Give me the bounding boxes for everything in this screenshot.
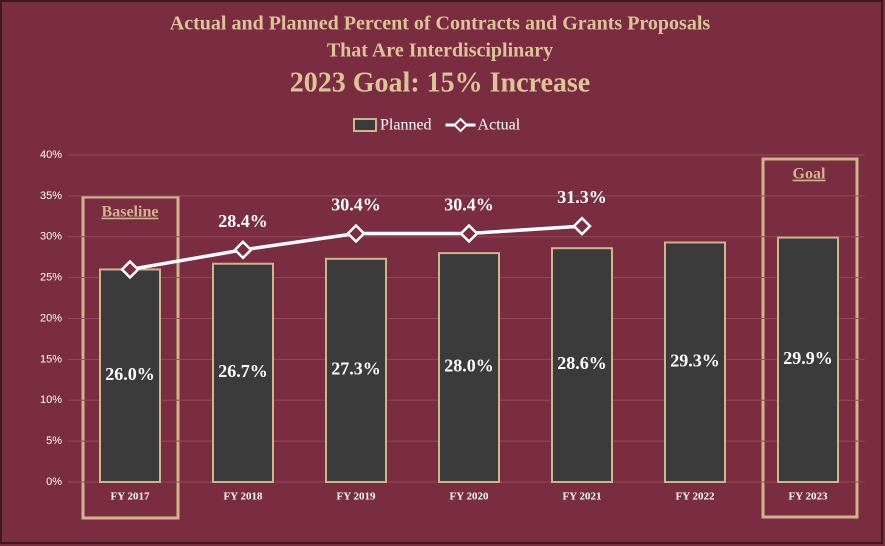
x-tick-label: FY 2021 bbox=[562, 491, 601, 503]
x-tick-label: FY 2020 bbox=[449, 491, 489, 503]
marker bbox=[572, 216, 592, 236]
y-tick-label: 30% bbox=[40, 231, 62, 243]
value-label: 28.6% bbox=[557, 353, 607, 373]
x-tick-label: FY 2018 bbox=[223, 491, 263, 503]
y-tick-label: 15% bbox=[40, 353, 62, 365]
annotation: Goal bbox=[793, 166, 826, 183]
legend-label: Actual bbox=[478, 117, 521, 134]
x-tick-label: FY 2023 bbox=[788, 491, 828, 503]
y-tick-label: 25% bbox=[40, 272, 62, 284]
value-label: 29.9% bbox=[783, 348, 833, 368]
goal-box bbox=[761, 157, 859, 519]
marker bbox=[233, 240, 253, 260]
marker bbox=[346, 223, 366, 244]
x-tick-label: FY 2017 bbox=[110, 491, 150, 503]
value-label: 31.3% bbox=[557, 187, 607, 207]
chart-title: Actual and Planned Percent of Contracts … bbox=[170, 13, 711, 35]
annotation: Baseline bbox=[102, 204, 159, 221]
bar bbox=[551, 247, 613, 483]
value-label: 26.0% bbox=[105, 364, 155, 384]
value-label: 26.7% bbox=[218, 361, 268, 381]
bar bbox=[212, 262, 274, 484]
value-label: 30.4% bbox=[444, 195, 494, 215]
value-label: 30.4% bbox=[331, 195, 381, 215]
y-tick-label: 5% bbox=[46, 435, 62, 447]
chart-title: That Are Interdisciplinary bbox=[327, 40, 553, 62]
value-label: 28.0% bbox=[444, 356, 494, 376]
marker bbox=[459, 223, 479, 244]
x-tick-label: FY 2022 bbox=[675, 491, 715, 503]
y-tick-label: 35% bbox=[40, 190, 62, 202]
legend-swatch bbox=[353, 118, 377, 132]
y-tick-label: 20% bbox=[40, 312, 62, 324]
y-tick-label: 0% bbox=[46, 476, 62, 488]
y-tick-label: 10% bbox=[40, 394, 62, 406]
legend-label: Planned bbox=[380, 117, 432, 134]
marker bbox=[120, 259, 140, 280]
value-label: 28.4% bbox=[218, 211, 268, 231]
value-label: 29.3% bbox=[670, 350, 720, 370]
x-tick-label: FY 2019 bbox=[336, 491, 376, 503]
bar bbox=[99, 268, 161, 484]
baseline-box bbox=[81, 195, 180, 520]
bar bbox=[325, 257, 387, 484]
value-label: 27.3% bbox=[331, 359, 381, 379]
bar bbox=[438, 252, 500, 483]
legend-swatch bbox=[453, 117, 468, 133]
bar bbox=[777, 236, 839, 483]
bar bbox=[664, 241, 726, 483]
y-tick-label: 40% bbox=[40, 149, 62, 161]
chart-subtitle: 2023 Goal: 15% Increase bbox=[290, 67, 590, 98]
